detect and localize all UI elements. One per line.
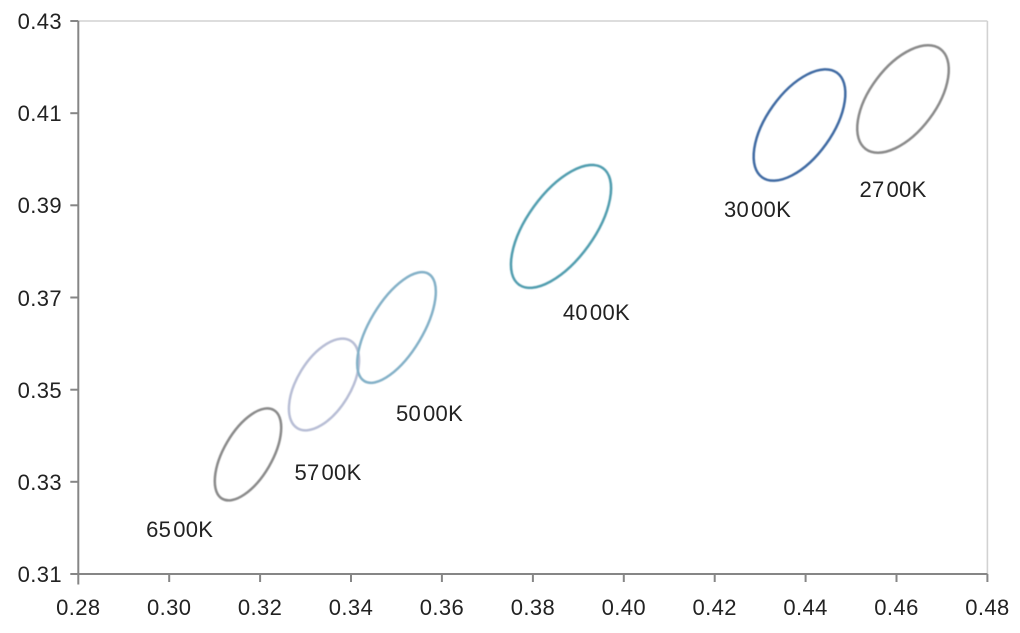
svg-text:0.39: 0.39 — [18, 193, 62, 218]
svg-text:0.48: 0.48 — [965, 595, 1009, 620]
svg-text:0.32: 0.32 — [238, 595, 282, 620]
svg-text:0.44: 0.44 — [783, 595, 827, 620]
svg-text:5000K: 5000K — [396, 401, 463, 426]
svg-text:3000K: 3000K — [724, 197, 791, 222]
svg-text:0.46: 0.46 — [874, 595, 918, 620]
svg-text:4000K: 4000K — [563, 300, 630, 325]
svg-text:0.33: 0.33 — [18, 470, 62, 495]
svg-text:0.41: 0.41 — [18, 101, 62, 126]
svg-text:0.30: 0.30 — [147, 595, 191, 620]
svg-text:0.43: 0.43 — [18, 9, 62, 34]
svg-text:0.36: 0.36 — [420, 595, 464, 620]
svg-text:0.34: 0.34 — [329, 595, 373, 620]
svg-text:0.31: 0.31 — [18, 562, 62, 587]
svg-text:5700K: 5700K — [294, 460, 361, 485]
svg-text:0.38: 0.38 — [511, 595, 555, 620]
svg-text:0.37: 0.37 — [18, 286, 62, 311]
svg-text:6500K: 6500K — [146, 517, 213, 542]
svg-text:2700K: 2700K — [859, 177, 926, 202]
svg-text:0.42: 0.42 — [692, 595, 736, 620]
svg-text:0.28: 0.28 — [56, 595, 100, 620]
svg-text:0.40: 0.40 — [602, 595, 646, 620]
svg-text:0.35: 0.35 — [18, 378, 62, 403]
